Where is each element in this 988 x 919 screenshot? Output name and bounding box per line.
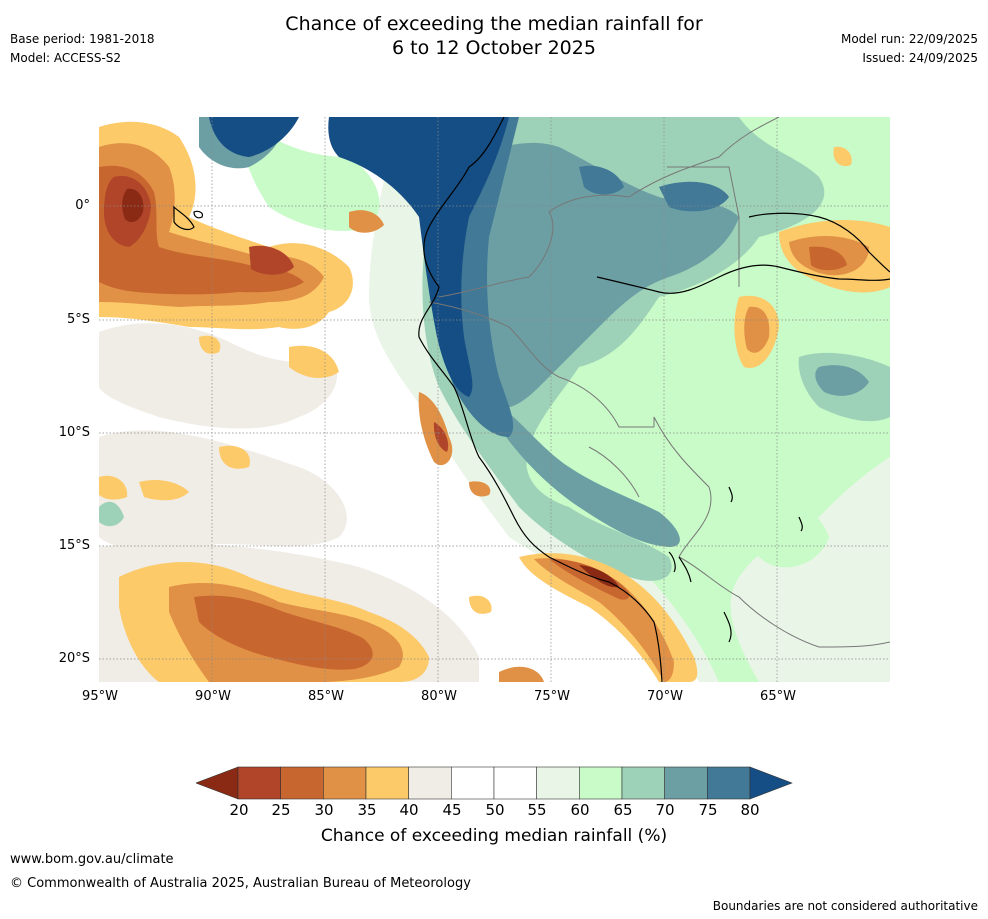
colorbar-cell [408,766,452,800]
cbar-tick: 20 [229,801,249,819]
colorbar-cells [237,766,751,800]
colorbar-cell [237,766,281,800]
cbar-tick: 70 [655,801,675,819]
map-title: Chance of exceeding the median rainfall … [0,12,988,60]
issued-date: Issued: 24/09/2025 [862,51,978,65]
website-link[interactable]: www.bom.gov.au/climate [10,852,174,867]
cbar-tick: 55 [527,801,547,819]
cbar-tick: 75 [698,801,718,819]
dry-regions [99,121,890,682]
cbar-tick: 30 [314,801,334,819]
cbar-tick: 80 [740,801,760,819]
cbar-tick: 40 [399,801,419,819]
title-line-2: 6 to 12 October 2025 [392,37,596,59]
lon-label-70w: 70°W [647,689,683,704]
colorbar [195,766,794,800]
cbar-tick: 50 [485,801,505,819]
base-period: Base period: 1981-2018 [10,32,155,46]
colorbar-cell [579,766,623,800]
lon-label-85w: 85°W [308,689,344,704]
lon-label-80w: 80°W [421,689,457,704]
model-run: Model run: 22/09/2025 [840,32,978,46]
meta-right: Model run: 22/09/2025 Issued: 24/09/2025 [841,30,978,68]
lat-label-15s: 15°S [58,538,90,553]
cbar-tick: 35 [357,801,377,819]
lon-label-95w: 95°W [82,689,118,704]
boundary-disclaimer: Boundaries are not considered authoritat… [712,899,978,913]
cbar-tick: 60 [570,801,590,819]
cbar-tick: 45 [442,801,462,819]
colorbar-cell [493,766,537,800]
colorbar-cell [536,766,580,800]
colorbar-cell [664,766,708,800]
colorbar-label: Chance of exceeding median rainfall (%) [320,826,668,846]
colorbar-low-arrow [195,766,239,800]
cbar-tick: 25 [271,801,291,819]
colorbar-cell [707,766,751,800]
colorbar-cell [280,766,324,800]
lat-label-5s: 5°S [66,312,90,327]
title-line-1: Chance of exceeding the median rainfall … [285,13,703,35]
colorbar-high-arrow [749,766,793,800]
rainfall-map [99,117,890,682]
cbar-tick: 65 [613,801,633,819]
colorbar-graphic [195,766,793,800]
country-borders [428,117,890,648]
colorbar-cell [365,766,409,800]
lat-label-0: 0° [75,198,90,213]
colorbar-cell [323,766,367,800]
lon-label-90w: 90°W [195,689,231,704]
blue-region [209,117,729,437]
meta-left: Base period: 1981-2018 Model: ACCESS-S2 [10,30,155,68]
coastline [173,117,890,682]
lat-label-10s: 10°S [58,425,90,440]
model-name: Model: ACCESS-S2 [10,51,122,65]
lon-label-65w: 65°W [760,689,796,704]
lat-label-20s: 20°S [58,651,90,666]
lon-label-75w: 75°W [534,689,570,704]
copyright-notice: © Commonwealth of Australia 2025, Austra… [10,876,471,891]
colorbar-cell [451,766,495,800]
map-canvas [99,117,890,682]
colorbar-cell [621,766,665,800]
